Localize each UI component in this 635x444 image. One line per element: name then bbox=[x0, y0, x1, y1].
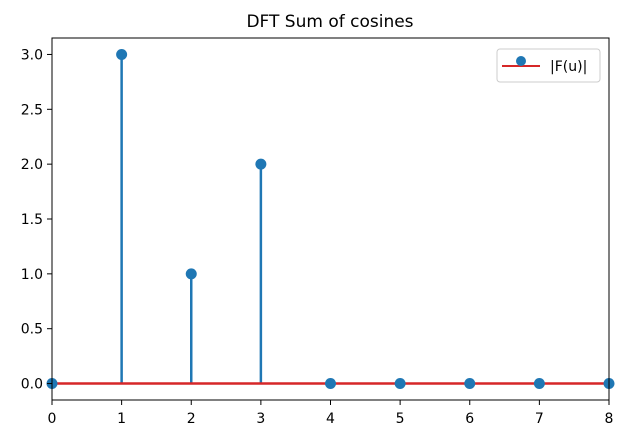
stem-marker bbox=[255, 158, 267, 170]
x-tick-label: 1 bbox=[117, 411, 126, 427]
x-tick-label: 4 bbox=[326, 411, 335, 427]
y-tick-label: 2.0 bbox=[21, 157, 43, 173]
x-tick-label: 8 bbox=[605, 411, 614, 427]
stem-marker bbox=[533, 378, 545, 390]
chart-title: DFT Sum of cosines bbox=[246, 12, 413, 32]
y-tick-label: 1.5 bbox=[21, 212, 43, 228]
x-tick-label: 3 bbox=[256, 411, 265, 427]
legend-marker-swatch bbox=[516, 56, 526, 66]
stem-marker bbox=[185, 268, 197, 280]
plot-layer bbox=[46, 48, 615, 390]
plot-frame bbox=[51, 37, 610, 401]
stem-marker bbox=[116, 48, 128, 60]
x-tick-label: 2 bbox=[187, 411, 196, 427]
x-tick-label: 6 bbox=[465, 411, 474, 427]
stem-marker bbox=[394, 378, 406, 390]
y-tick-label: 2.5 bbox=[21, 102, 43, 118]
y-tick-label: 0.0 bbox=[21, 377, 43, 393]
axis-layer: 0 1 2 3 4 5 6 7 8 0.0 0.5 1.0 1.5 2.0 2.5 3.0 bbox=[21, 47, 614, 427]
x-tick-label: 7 bbox=[535, 411, 544, 427]
stem-marker bbox=[325, 378, 336, 390]
y-tick-label: 3.0 bbox=[21, 47, 43, 63]
y-tick-label: 0.5 bbox=[21, 322, 43, 338]
x-tick-label: 5 bbox=[396, 411, 405, 427]
legend-label: |F(u)| bbox=[550, 59, 587, 75]
stem-marker bbox=[464, 378, 476, 390]
x-tick-label: 0 bbox=[48, 411, 57, 427]
legend: |F(u)| bbox=[496, 48, 601, 83]
y-tick-label: 1.0 bbox=[21, 267, 43, 283]
